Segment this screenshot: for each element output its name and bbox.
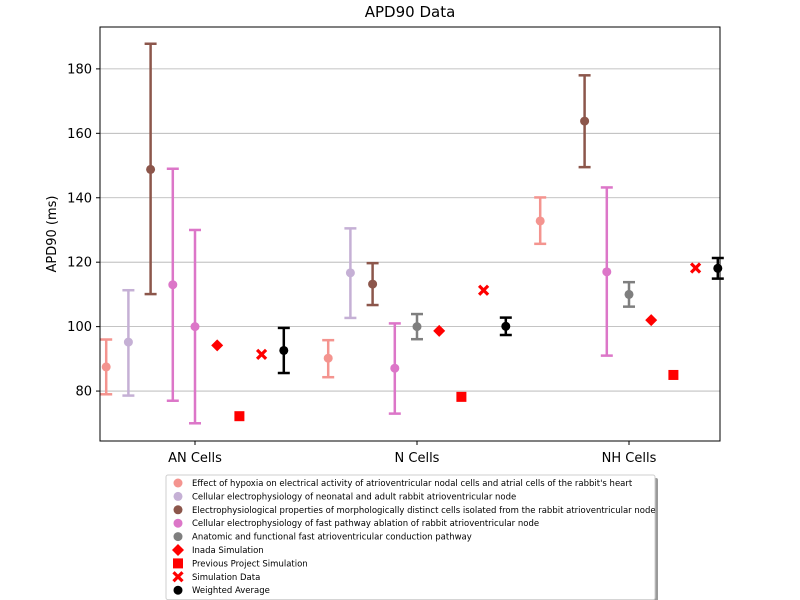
y-tick-label: 100	[67, 320, 92, 335]
legend-marker	[173, 505, 183, 515]
data-point	[433, 324, 446, 337]
legend-label: Electrophysiological properties of morph…	[192, 506, 656, 516]
y-tick-label: 160	[67, 127, 92, 142]
x-tick-label: N Cells	[395, 451, 440, 466]
data-point	[279, 345, 289, 355]
legend-marker	[173, 585, 183, 595]
data-point	[456, 391, 467, 402]
legend-item: Electrophysiological properties of morph…	[173, 505, 656, 516]
data-point	[323, 353, 333, 363]
series-group	[234, 369, 679, 422]
chart-marks	[100, 42, 724, 425]
legend-label: Effect of hypoxia on electrical activity…	[192, 479, 633, 489]
legend-label: Previous Project Simulation	[192, 559, 308, 569]
x-tick-label: AN Cells	[168, 451, 222, 466]
y-tick-label: 80	[75, 385, 92, 400]
y-axis-label: APD90 (ms)	[45, 196, 60, 273]
data-point	[101, 362, 111, 372]
legend-marker	[173, 532, 183, 542]
data-point	[345, 268, 355, 278]
data-point	[713, 263, 723, 273]
legend-marker	[173, 558, 183, 569]
legend-item: Simulation Data	[172, 571, 260, 583]
data-point	[146, 164, 156, 174]
data-point	[624, 289, 634, 299]
data-point	[689, 262, 702, 274]
series-group	[255, 262, 702, 360]
legend-item: Weighted Average	[173, 585, 270, 596]
data-point	[190, 322, 200, 332]
series-group	[166, 167, 613, 415]
data-point	[412, 322, 422, 332]
legend-marker-stroke	[172, 571, 184, 583]
legend: Effect of hypoxia on electrical activity…	[165, 474, 658, 600]
series-group	[189, 228, 201, 425]
series-group	[277, 256, 724, 375]
legend-marker	[173, 491, 183, 501]
legend-item: Previous Project Simulation	[173, 558, 308, 569]
legend-item: Cellular electrophysiology of neonatal a…	[173, 491, 516, 502]
data-point	[501, 321, 511, 331]
legend-marker	[172, 544, 184, 556]
data-point	[580, 116, 590, 126]
data-point	[477, 284, 490, 296]
legend-label: Cellular electrophysiology of neonatal a…	[192, 492, 516, 502]
series-group	[211, 314, 658, 352]
data-point	[168, 280, 178, 290]
x-tick-label: NH Cells	[602, 451, 657, 466]
plot-area-frame	[99, 26, 721, 442]
data-point	[234, 411, 245, 422]
series-group	[100, 196, 547, 396]
legend-marker	[173, 518, 183, 528]
series-group	[144, 42, 591, 307]
data-point	[211, 339, 224, 352]
data-point	[390, 363, 400, 373]
grid-lines	[100, 68, 720, 392]
data-point	[123, 337, 133, 347]
y-tick-label: 180	[67, 62, 92, 77]
legend-marker	[172, 571, 184, 583]
chart-title: APD90 Data	[365, 3, 456, 21]
y-axis-ticks: 80 100 120 140 160 180	[67, 62, 100, 400]
data-point	[645, 314, 658, 327]
legend-item: Cellular electrophysiology of fast pathw…	[173, 518, 539, 529]
data-point	[668, 369, 679, 380]
series-group	[122, 227, 357, 397]
x-axis-ticks: AN Cells N Cells NH Cells	[168, 441, 657, 466]
legend-label: Inada Simulation	[192, 546, 264, 556]
legend-label: Simulation Data	[192, 573, 260, 583]
data-point	[602, 267, 612, 277]
data-point-stroke	[689, 262, 702, 274]
legend-item: Inada Simulation	[172, 544, 264, 556]
data-point-stroke	[477, 284, 490, 296]
legend-label: Cellular electrophysiology of fast pathw…	[192, 519, 539, 529]
data-point	[368, 279, 378, 289]
data-point	[255, 348, 268, 360]
legend-item: Anatomic and functional fast atrioventri…	[173, 532, 472, 543]
series-group	[411, 280, 635, 341]
legend-marker	[173, 478, 183, 488]
y-tick-label: 140	[67, 191, 92, 206]
legend-label: Anatomic and functional fast atrioventri…	[192, 533, 472, 543]
data-point	[535, 216, 545, 226]
legend-label: Weighted Average	[192, 586, 270, 596]
y-tick-label: 120	[67, 256, 92, 271]
data-point-stroke	[255, 348, 268, 360]
legend-item: Effect of hypoxia on electrical activity…	[173, 478, 633, 489]
